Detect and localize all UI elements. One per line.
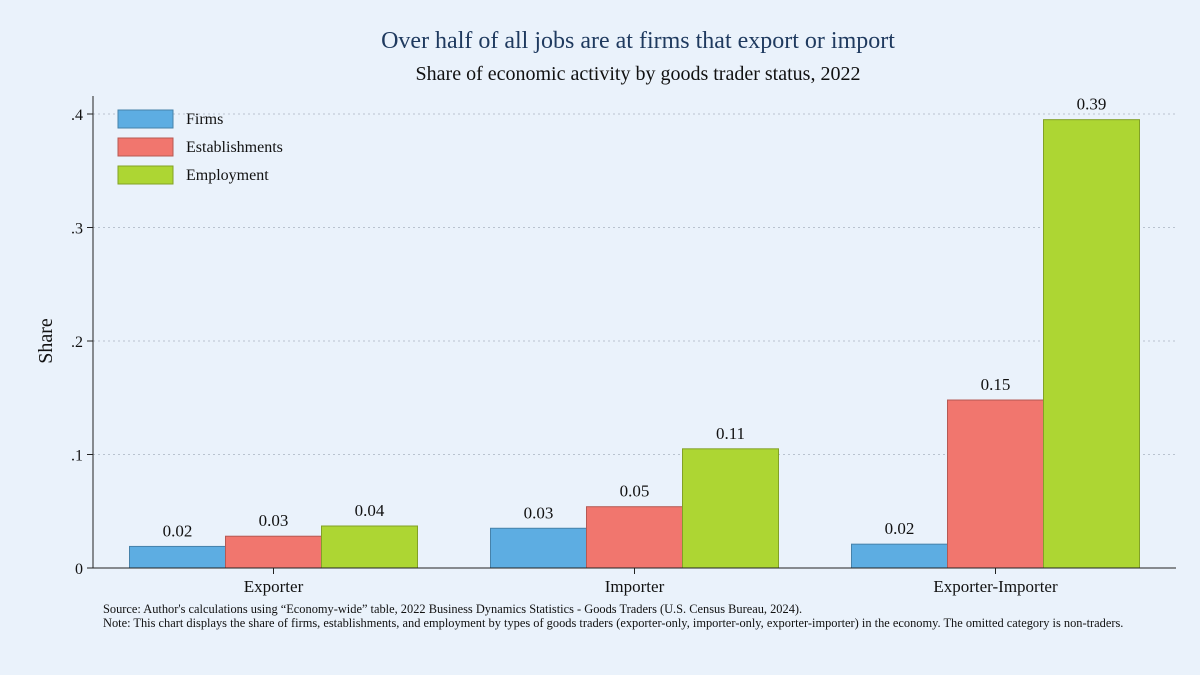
bar-firms-exporter (129, 545, 226, 569)
y-tick-label: .4 (71, 107, 83, 124)
explanatory-note: Note: This chart displays the share of f… (103, 615, 1124, 630)
data-label: 0.03 (524, 503, 554, 522)
data-label: 0.02 (163, 521, 193, 540)
bar-employment-exporter-importer (1043, 119, 1140, 569)
data-label: 0.04 (355, 501, 385, 520)
y-tick-label: .1 (71, 448, 83, 465)
legend-label-firms: Firms (186, 111, 223, 128)
x-tick-label: Exporter-Importer (933, 577, 1058, 596)
axes: 0 .1 .2 .3 .4 Exporter Importer Exporter-Import… (71, 96, 1176, 596)
source-note: Source: Author's calculations using “Eco… (103, 602, 803, 616)
x-tick-label: Exporter (244, 577, 304, 596)
legend-swatch-employment (117, 165, 174, 185)
chart-title: Over half of all jobs are at firms that … (381, 28, 895, 54)
bar-establishments-importer (586, 506, 683, 569)
y-tick-label: .3 (71, 221, 83, 238)
x-tick-label: Importer (605, 577, 665, 596)
data-label: 0.11 (716, 424, 745, 443)
data-label: 0.02 (885, 519, 915, 538)
footnote: Source: Author's calculations using “Eco… (103, 602, 1188, 630)
legend-swatch-firms (117, 109, 174, 129)
bar-establishments-exporter-importer (947, 399, 1044, 569)
y-axis-label: Share (35, 318, 57, 364)
data-label: 0.03 (259, 511, 289, 530)
legend-label-establishments: Establishments (186, 139, 283, 156)
bar-employment-exporter (321, 525, 418, 569)
bar-firms-importer (490, 527, 587, 569)
data-label: 0.15 (981, 375, 1011, 394)
legend: Firms Establishments Employment (117, 109, 283, 185)
bar-employment-importer (682, 448, 779, 569)
chart-subtitle: Share of economic activity by goods trad… (416, 63, 861, 85)
bar-establishments-exporter (225, 535, 322, 569)
y-tick-label: 0 (75, 561, 83, 578)
data-label: 0.05 (620, 482, 650, 501)
gridlines (93, 113, 1176, 455)
data-label: 0.39 (1077, 95, 1107, 114)
legend-label-employment: Employment (186, 167, 269, 184)
y-tick-label: .2 (71, 334, 83, 351)
bar-firms-exporter-importer (851, 543, 948, 569)
legend-swatch-establishments (117, 137, 174, 157)
data-labels: 0.02 0.03 0.04 0.03 0.05 0.11 0.02 0.15 0.39 (163, 95, 1107, 541)
bars (129, 119, 1140, 569)
